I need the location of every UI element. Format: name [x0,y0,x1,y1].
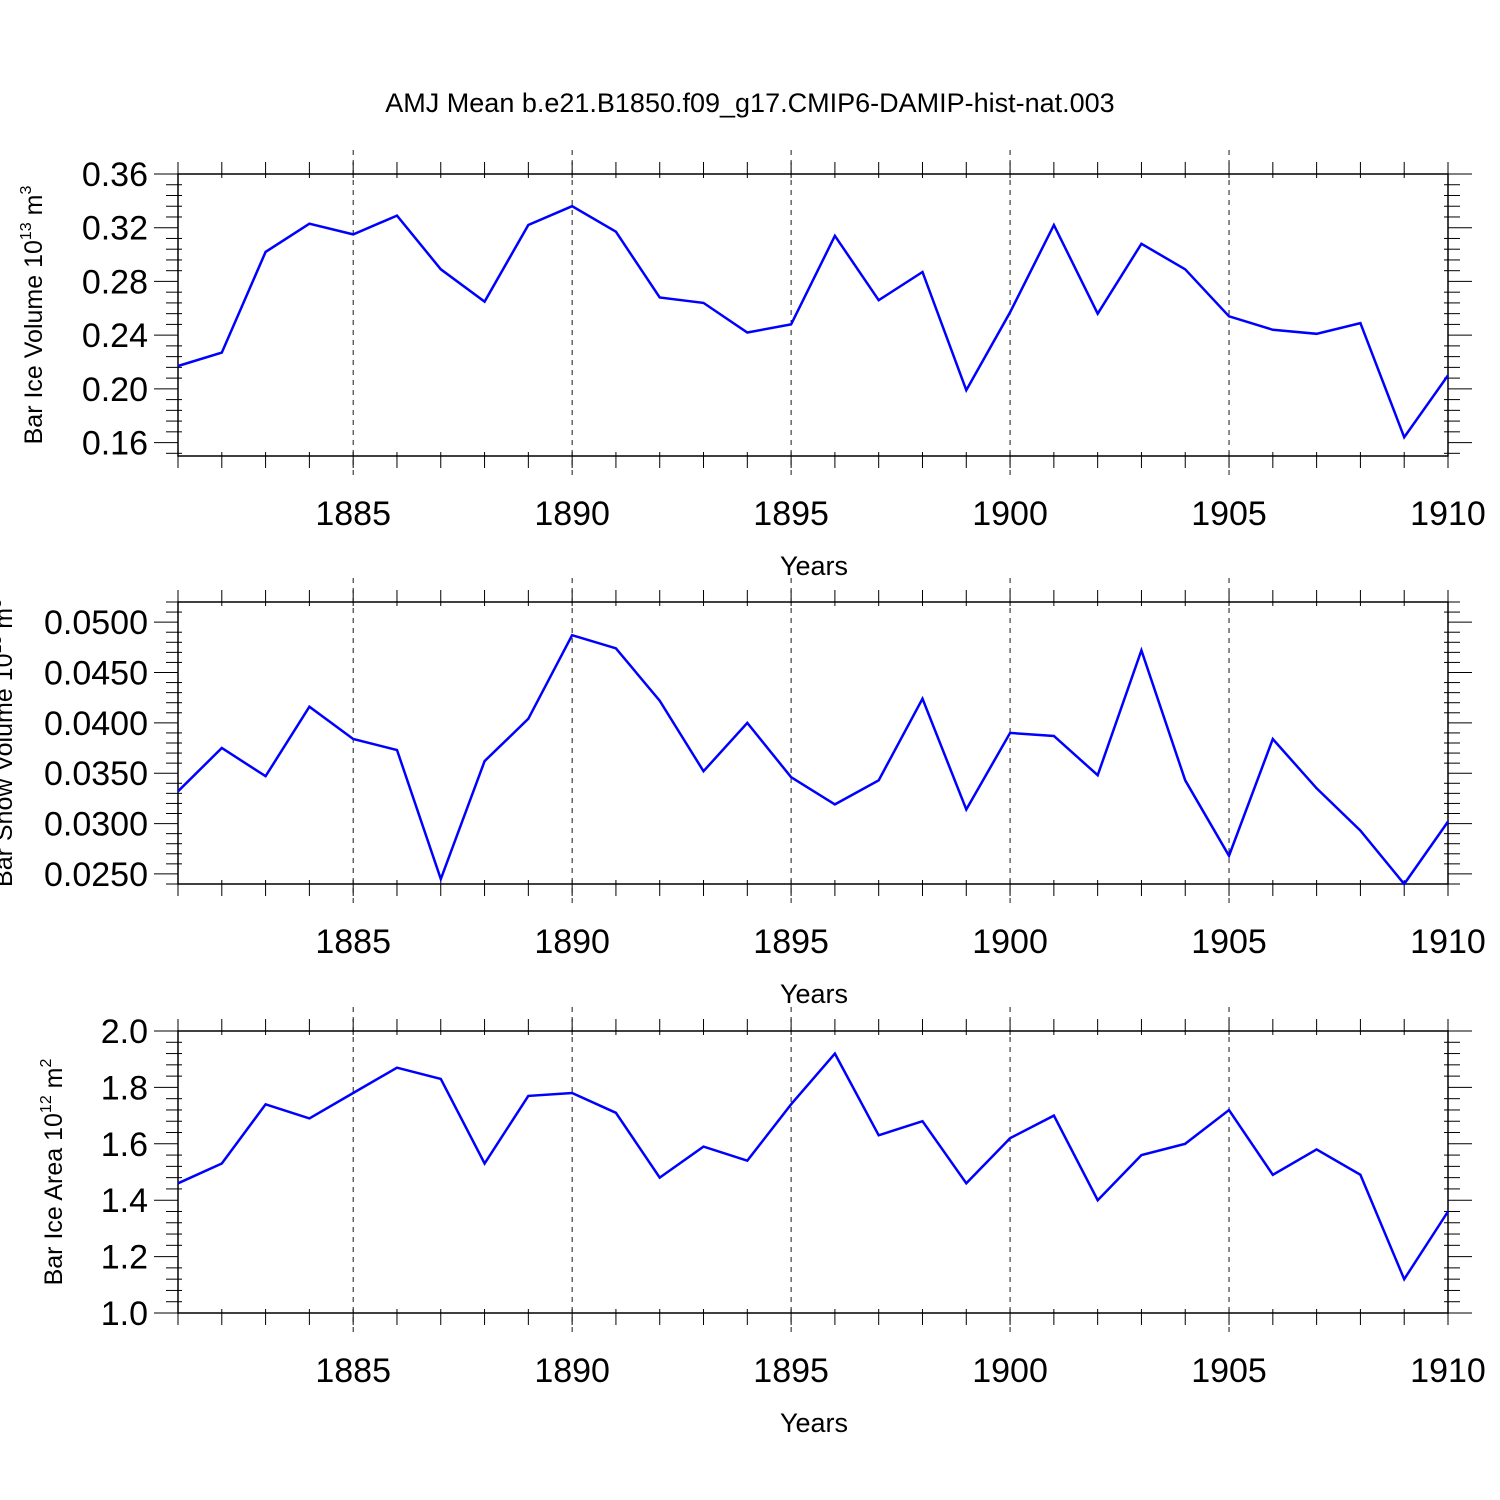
x-axis-label: Years [780,979,848,1009]
x-axis-label: Years [780,551,848,581]
x-tick-label: 1895 [753,495,829,533]
y-tick-label: 0.0300 [44,806,148,844]
y-tick-label: 1.0 [101,1295,148,1333]
y-axis-label: Bar Ice Area 1012 m2 [38,1059,68,1286]
x-tick-label: 1900 [972,923,1048,961]
panel-1: 1885 1890 1895 1900 1905 1910 Years 0.16 0.20 0.2… [18,150,1486,581]
x-tick-label: 1885 [315,1352,391,1390]
x-tick-label: 1905 [1191,495,1267,533]
y-tick-label: 0.36 [82,156,148,194]
y-tick-label: 0.0450 [44,655,148,693]
x-tick-label: 1910 [1410,923,1486,961]
x-tick-label: 1885 [315,923,391,961]
y-tick-label: 1.8 [101,1069,148,1107]
x-tick-label: 1900 [972,1352,1048,1390]
y-tick-label: 0.16 [82,425,148,463]
y-tick-label: 0.0400 [44,705,148,743]
x-tick-label: 1895 [753,1352,829,1390]
y-tick-label: 0.28 [82,263,148,301]
series-line [177,204,1450,440]
y-axis-label: Bar Ice Volume 1013 m3 [18,186,48,445]
x-tick-label: 1900 [972,495,1048,533]
y-tick-label: 0.32 [82,210,148,248]
y-axis-label: Bar Snow Volume 1013 m3 [0,599,18,887]
y-tick-label: 0.24 [82,317,148,355]
y-tick-label: 0.20 [82,371,148,409]
y-tick-label: 1.2 [101,1239,148,1277]
panel-3: 1885 1890 1895 1900 1905 1910 Years 1.0 1.2 1.4 1.… [38,1007,1486,1438]
figure-title: AMJ Mean b.e21.B1850.f09_g17.CMIP6-DAMIP… [385,88,1114,118]
x-tick-label: 1885 [315,495,391,533]
x-tick-label: 1890 [534,1352,610,1390]
x-tick-label: 1895 [753,923,829,961]
y-tick-label: 1.4 [101,1182,148,1220]
x-tick-label: 1890 [534,495,610,533]
panel-2: 1885 1890 1895 1900 1905 1910 Years 0.0250 0.030… [0,578,1486,1009]
x-tick-label: 1905 [1191,1352,1267,1390]
plot-frame [177,1030,1449,1314]
x-axis-label: Years [780,1408,848,1438]
series-line [177,633,1450,887]
plot-frame [177,173,1449,457]
x-tick-label: 1890 [534,923,610,961]
y-tick-label: 0.0250 [44,856,148,894]
x-tick-label: 1905 [1191,923,1267,961]
x-tick-label: 1910 [1410,1352,1486,1390]
x-tick-label: 1910 [1410,495,1486,533]
y-tick-label: 0.0500 [44,604,148,642]
series-line [177,1051,1450,1282]
y-tick-label: 1.6 [101,1126,148,1164]
y-tick-label: 0.0350 [44,755,148,793]
y-tick-label: 2.0 [101,1013,148,1051]
